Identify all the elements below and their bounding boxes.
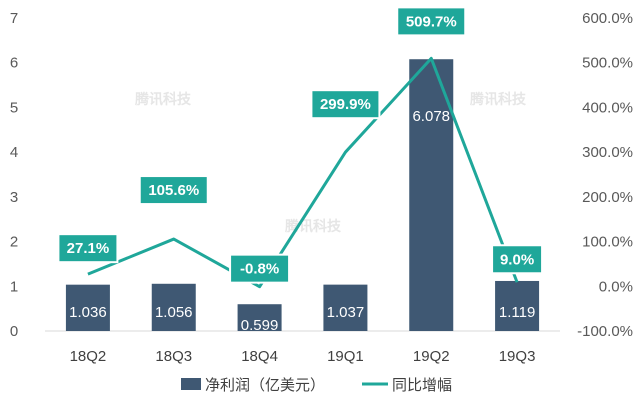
category-label: 18Q2	[70, 348, 107, 365]
bar-value-label: 0.599	[241, 317, 279, 334]
right-tick-label: 100.0%	[582, 234, 633, 251]
right-tick-label: 200.0%	[582, 189, 633, 206]
left-axis-ticks: 0 1 2 3 4 5 6 7	[10, 10, 18, 340]
callout-label: 509.7%	[406, 13, 457, 30]
bar-19Q3	[495, 280, 540, 331]
left-tick-label: 2	[10, 234, 18, 251]
bar-18Q4	[237, 304, 282, 331]
bar-18Q2	[65, 284, 110, 331]
left-tick-label: 5	[10, 99, 18, 116]
left-tick-label: 4	[10, 144, 18, 161]
bar-value-label: 1.036	[69, 304, 107, 321]
watermark-text: 腾讯科技	[470, 91, 527, 107]
category-label: 19Q1	[327, 348, 364, 365]
growth-callout: 299.9%	[310, 89, 381, 120]
growth-line	[87, 56, 519, 289]
right-tick-label: 0.0%	[599, 278, 633, 295]
callout-box	[138, 175, 209, 206]
callout-label: -0.8%	[240, 261, 279, 278]
callout-box	[57, 233, 119, 264]
callout-label: 27.1%	[67, 240, 110, 257]
legend: 净利润（亿美元） 同比增幅	[181, 377, 452, 394]
bar-18Q3	[151, 283, 196, 331]
right-axis-ticks: -100.0% 0.0% 100.0% 200.0% 300.0% 400.0% 500.0…	[577, 10, 633, 340]
category-label: 18Q4	[241, 348, 278, 365]
callout-label: 9.0%	[500, 251, 534, 268]
right-tick-label: 300.0%	[582, 144, 633, 161]
category-label: 19Q2	[413, 348, 450, 365]
left-tick-label: 0	[10, 323, 18, 340]
legend-swatch-bar	[181, 378, 201, 390]
right-tick-label: -100.0%	[577, 323, 633, 340]
legend-label-bar: 净利润（亿美元）	[205, 377, 325, 394]
bar-value-label: 1.056	[155, 304, 193, 321]
growth-callout: 27.1%	[57, 233, 119, 264]
left-tick-label: 1	[10, 278, 18, 295]
right-tick-label: 500.0%	[582, 55, 633, 72]
watermark-text: 腾讯科技	[135, 91, 192, 107]
callout-box	[310, 89, 381, 120]
left-tick-label: 7	[10, 10, 18, 27]
bar-data-labels: 1.036 1.056 0.599 1.037 6.078 1.119	[69, 108, 535, 334]
right-tick-label: 600.0%	[582, 10, 633, 27]
growth-callouts: 27.1% 105.6% -0.8% 299.9% 509.7% 9.0%	[57, 6, 544, 284]
category-labels: 18Q2 18Q3 18Q4 19Q1 19Q2 19Q3	[70, 348, 536, 365]
bar-value-label: 1.037	[327, 304, 365, 321]
bar-value-label: 1.119	[499, 304, 535, 321]
bar-19Q2	[409, 59, 454, 332]
bar-value-label: 6.078	[412, 108, 450, 125]
category-label: 19Q3	[499, 348, 536, 365]
bar-19Q1	[323, 284, 368, 331]
callout-box	[396, 6, 467, 37]
legend-label-line: 同比增幅	[392, 377, 452, 394]
growth-callout: 105.6%	[138, 175, 209, 206]
right-tick-label: 400.0%	[582, 99, 633, 116]
growth-callout: -0.8%	[229, 253, 291, 284]
left-tick-label: 6	[10, 55, 18, 72]
category-label: 18Q3	[155, 348, 192, 365]
growth-callout: 9.0%	[491, 244, 544, 275]
growth-callout: 509.7%	[396, 6, 467, 37]
callout-box	[491, 244, 544, 275]
callout-box	[229, 253, 291, 284]
callout-label: 105.6%	[148, 182, 199, 199]
callout-label: 299.9%	[320, 96, 371, 113]
left-tick-label: 3	[10, 189, 18, 206]
bar-series	[65, 59, 540, 332]
